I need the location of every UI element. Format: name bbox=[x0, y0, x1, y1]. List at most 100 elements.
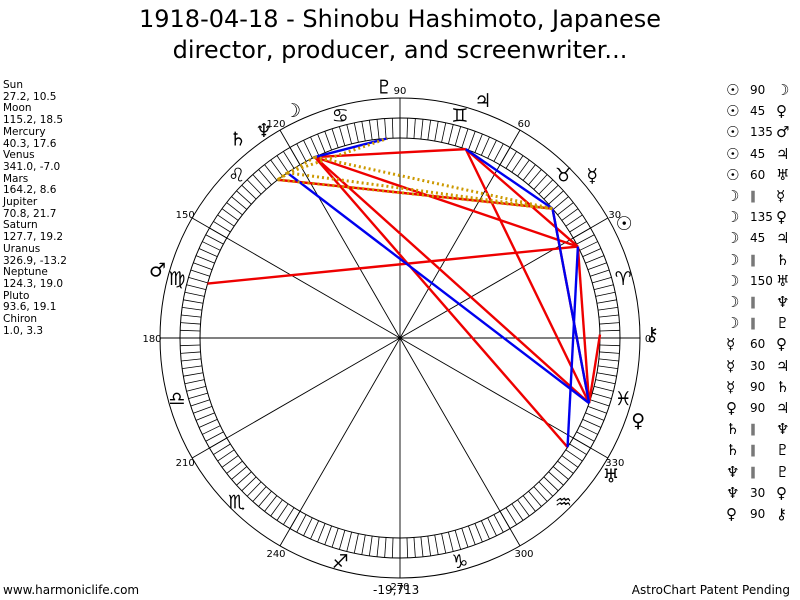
planet-name-venus: Venus bbox=[3, 149, 35, 162]
degree-tick bbox=[182, 365, 203, 370]
aspect-planet-2: ♃ bbox=[776, 229, 790, 248]
degree-tick bbox=[384, 118, 387, 139]
title-line-2: director, producer, and screenwriter... bbox=[172, 36, 628, 64]
degree-label: 0 bbox=[645, 334, 651, 345]
degree-tick bbox=[368, 120, 373, 141]
degree-tick bbox=[595, 291, 616, 297]
degree-tick bbox=[582, 418, 602, 428]
degree-tick bbox=[324, 525, 332, 545]
degree-tick bbox=[552, 196, 569, 210]
degree-tick bbox=[180, 351, 201, 354]
aspect-angle: ∥ bbox=[750, 316, 756, 331]
degree-tick bbox=[361, 534, 366, 555]
planet-coords-saturn: 127.7, 19.2 bbox=[3, 231, 64, 244]
jupiter-glyph: ♃ bbox=[474, 90, 491, 112]
degree-tick bbox=[511, 503, 524, 521]
degree-tick bbox=[246, 481, 262, 497]
degree-tick bbox=[317, 133, 326, 153]
degree-tick bbox=[587, 262, 607, 270]
degree-tick bbox=[585, 255, 605, 264]
degree-tick bbox=[596, 372, 617, 377]
degree-tick bbox=[434, 534, 439, 555]
degree-tick bbox=[487, 517, 497, 536]
degree-tick bbox=[593, 385, 614, 392]
degree-tick bbox=[505, 151, 517, 169]
degree-tick bbox=[217, 449, 235, 462]
degree-tick bbox=[198, 248, 218, 258]
degree-tick bbox=[270, 159, 283, 177]
degree-tick bbox=[590, 399, 610, 407]
aspect-angle: 45 bbox=[750, 104, 766, 119]
degree-tick bbox=[474, 133, 483, 153]
degree-tick bbox=[454, 126, 462, 146]
degree-tick bbox=[353, 122, 359, 143]
degree-tick bbox=[180, 322, 201, 325]
degree-tick bbox=[193, 262, 213, 270]
aspect-angle: 30 bbox=[750, 485, 766, 500]
degree-tick bbox=[195, 255, 215, 264]
degree-ticks bbox=[180, 118, 620, 558]
degree-tick bbox=[569, 221, 587, 233]
degree-tick bbox=[264, 495, 278, 512]
aspect-row: ☽ ∥ ♄ bbox=[726, 250, 796, 271]
degree-tick bbox=[241, 476, 257, 492]
aspect-line-soft bbox=[314, 137, 388, 159]
pluto-glyph: ♇ bbox=[376, 76, 393, 98]
planet-coords-mercury: 40.3, 17.6 bbox=[3, 137, 57, 150]
aspect-row: ♆ ∥ ♇ bbox=[726, 462, 796, 483]
degree-tick bbox=[205, 234, 224, 245]
degree-tick bbox=[548, 471, 564, 486]
chart-title: 1918-04-18 - Shinobu Hashimoto, Japanese… bbox=[0, 4, 800, 66]
degree-tick bbox=[597, 365, 618, 370]
planet-coords-jupiter: 70.8, 21.7 bbox=[3, 207, 57, 220]
degree-tick bbox=[599, 344, 620, 347]
degree-tick bbox=[186, 284, 207, 291]
zodiac-signs: ♈ ♉ ♊ ♋ ♌ ♍ ♎ ♏ ♐ ♑ ♒ ♓ bbox=[168, 105, 631, 573]
aspect-planet-1: ☽ bbox=[726, 271, 740, 290]
degree-tick bbox=[468, 525, 476, 545]
degree-tick bbox=[324, 131, 332, 151]
aspect-planet-1: ♆ bbox=[726, 462, 740, 481]
degree-tick bbox=[361, 121, 366, 142]
aspect-planet-2: ♄ bbox=[776, 377, 790, 396]
degree-tick bbox=[596, 299, 617, 304]
degree-label: 210 bbox=[176, 458, 195, 469]
degree-tick bbox=[310, 136, 320, 156]
aspect-planet-1: ☉ bbox=[726, 81, 740, 99]
aspect-planet-2: ♇ bbox=[776, 462, 790, 481]
planet-name-saturn: Saturn bbox=[3, 219, 38, 232]
degree-tick bbox=[384, 537, 387, 558]
aspect-planet-1: ☉ bbox=[726, 165, 740, 184]
degree-tick bbox=[376, 119, 380, 140]
aspect-planet-1: ☉ bbox=[726, 123, 740, 142]
degree-tick bbox=[599, 322, 620, 325]
saturn-glyph: ♄ bbox=[229, 129, 246, 151]
degree-tick bbox=[252, 486, 267, 502]
degree-tick bbox=[538, 179, 554, 195]
degree-tick bbox=[420, 119, 424, 140]
aspect-row: ☉ 60 ♅ bbox=[726, 165, 796, 186]
footer-patent: AstroChart Patent Pending bbox=[631, 583, 790, 597]
aspect-planet-2: ♇ bbox=[776, 441, 790, 460]
spoke-line bbox=[399, 337, 609, 459]
degree-tick bbox=[565, 214, 583, 227]
degree-tick bbox=[427, 120, 432, 141]
aspect-angle: 135 bbox=[750, 210, 773, 225]
aspect-planet-1: ♆ bbox=[726, 483, 740, 502]
planet-name-mars: Mars bbox=[3, 172, 29, 185]
aspect-planet-1: ☉ bbox=[726, 144, 740, 163]
degree-tick bbox=[195, 412, 215, 421]
degree-tick bbox=[447, 531, 454, 552]
aspect-angle: 45 bbox=[750, 231, 766, 246]
degree-tick bbox=[592, 392, 612, 400]
aspect-row: ♀ 90 ⚷ bbox=[726, 504, 796, 525]
aspect-planet-2: ♅ bbox=[776, 271, 790, 290]
aspect-angle: ∥ bbox=[750, 443, 756, 458]
aspect-line-soft bbox=[551, 208, 591, 404]
planet-coords-uranus: 326.9, -13.2 bbox=[3, 254, 67, 267]
degree-tick bbox=[493, 143, 504, 162]
degree-tick bbox=[597, 306, 618, 311]
degree-tick bbox=[246, 179, 262, 195]
aspect-angle: 90 bbox=[750, 379, 766, 394]
degree-tick bbox=[517, 159, 530, 177]
